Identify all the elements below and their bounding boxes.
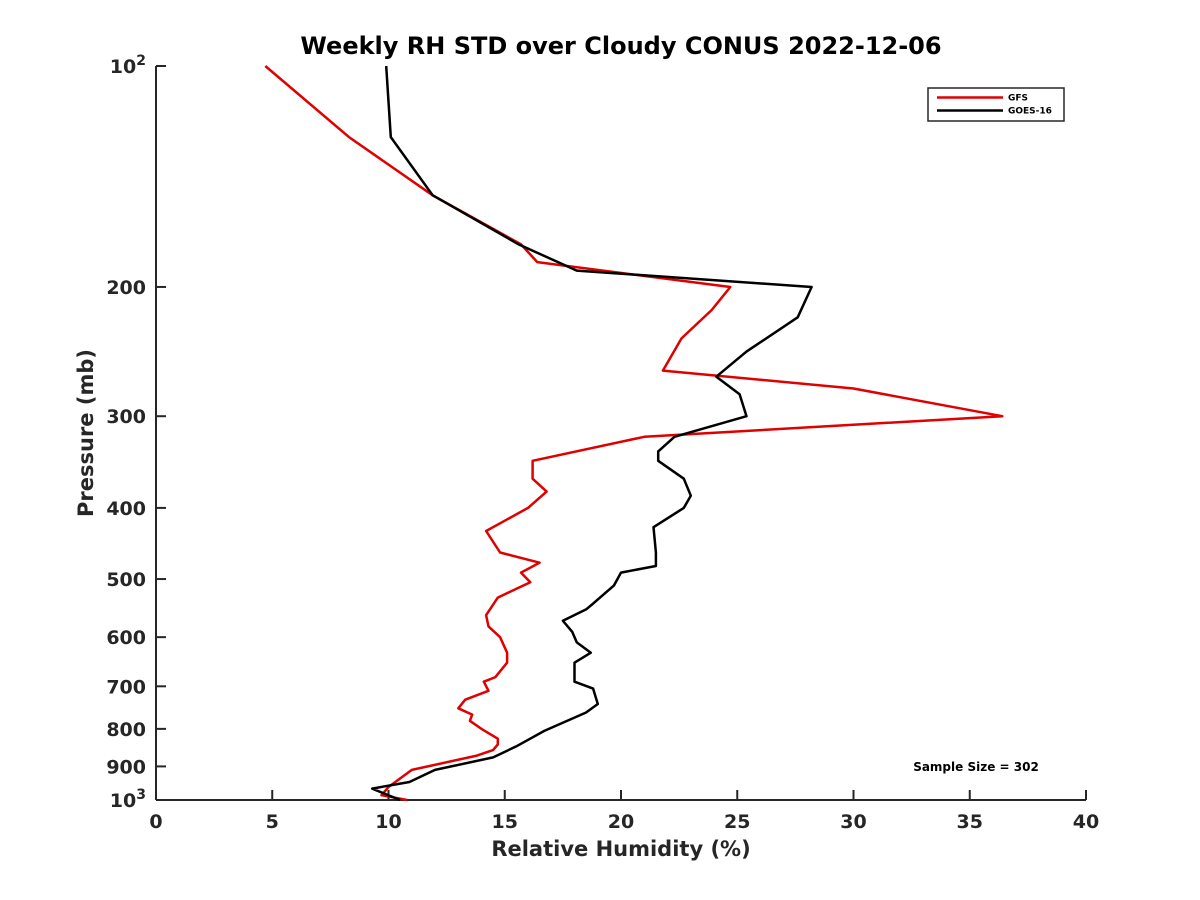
series-line-goes-16 [370,65,813,802]
x-tick-label: 15 [492,811,518,833]
x-tick-label: 25 [724,811,750,833]
y-tick-label: 600 [106,627,146,649]
x-tick-label: 20 [608,811,634,833]
y-tick-label: 800 [106,719,146,741]
y-tick-label: 200 [106,277,146,299]
x-tick-label: 0 [149,811,162,833]
series-layer [264,65,1004,802]
x-tick-label: 5 [266,811,279,833]
x-tick-label: 30 [840,811,866,833]
y-tick-label: 900 [106,756,146,778]
series-line-gfs [264,65,1004,802]
x-tick-label: 10 [375,811,401,833]
legend-box [927,87,1065,122]
y-tick-label: 700 [106,676,146,698]
x-tick-label: 35 [957,811,983,833]
y-axis-label: Pressure (mb) [74,349,98,517]
legend-label-goes-16: GOES-16 [1008,107,1052,117]
chart-title: Weekly RH STD over Cloudy CONUS 2022-12-… [300,32,941,60]
x-axis-label: Relative Humidity (%) [491,837,750,861]
y-tick-label: 500 [106,569,146,591]
y-tick-label: 300 [106,406,146,428]
y-tick-label: 400 [106,498,146,520]
x-ticks: 0 5 10 15 20 25 30 35 40 [149,790,1099,833]
legend: GFS GOES-16 [927,87,1065,122]
x-tick-label: 40 [1073,811,1099,833]
sample-size-annotation: Sample Size = 302 [913,760,1039,774]
legend-label-gfs: GFS [1008,94,1028,104]
